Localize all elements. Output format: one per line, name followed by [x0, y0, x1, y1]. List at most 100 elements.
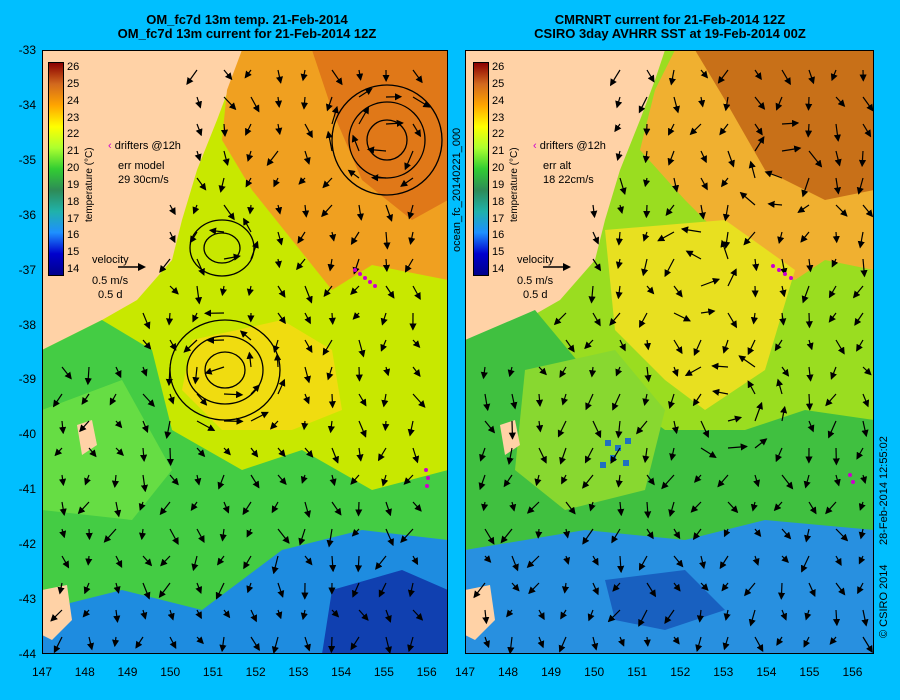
velocity-arrow — [81, 393, 90, 405]
velocity-arrow — [407, 636, 415, 653]
velocity-arrow — [858, 501, 866, 511]
velocity-arrow — [246, 528, 254, 538]
velocity-arrow — [169, 204, 176, 216]
velocity-arrow — [304, 339, 313, 354]
right-lon-tick-label: 153 — [713, 665, 734, 679]
left-map-panel[interactable] — [42, 50, 448, 654]
velocity-arrow — [692, 393, 702, 407]
velocity-arrow — [304, 123, 313, 139]
velocity-arrow — [52, 393, 63, 408]
velocity-arrow — [384, 636, 392, 654]
velocity-arrow — [722, 339, 730, 354]
velocity-arrow — [700, 177, 708, 191]
velocity-arrow — [619, 177, 627, 196]
right-lon-tick-label: 152 — [670, 665, 691, 679]
right-lon-tick-label: 155 — [799, 665, 820, 679]
velocity-arrow — [615, 150, 623, 161]
velocity-arrow — [358, 106, 369, 125]
velocity-arrow — [592, 582, 599, 596]
velocity-arrow — [646, 285, 655, 295]
velocity-arrow — [223, 390, 244, 399]
velocity-arrow — [239, 330, 252, 341]
velocity-arrow — [300, 474, 308, 484]
velocity-arrow — [250, 411, 269, 422]
velocity-arrow — [754, 96, 766, 110]
velocity-arrow — [243, 217, 252, 233]
velocity-arrow — [721, 582, 729, 592]
velocity-arrow — [754, 69, 762, 81]
velocity-arrow — [223, 204, 235, 221]
velocity-arrow — [775, 96, 783, 111]
velocity-arrow — [829, 636, 837, 645]
velocity-arrow — [195, 123, 203, 137]
left-lon-tick-label: 149 — [117, 665, 138, 679]
velocity-arrow — [403, 474, 414, 485]
velocity-arrow — [661, 474, 675, 490]
velocity-arrow — [377, 447, 387, 462]
velocity-arrow — [717, 69, 729, 84]
colorbar-tick-label: 18 — [67, 195, 80, 208]
velocity-arrow — [138, 528, 147, 541]
velocity-arrow — [644, 501, 652, 519]
drifter-icon: ‹ — [533, 140, 537, 152]
velocity-arrow — [830, 366, 837, 380]
velocity-arrow — [833, 474, 841, 487]
velocity-arrow — [246, 285, 254, 297]
velocity-arrow — [483, 555, 492, 563]
velocity-arrow — [354, 555, 363, 573]
velocity-arrow — [781, 366, 790, 377]
velocity-arrow — [206, 336, 225, 344]
colorbar-tick-label: 20 — [67, 162, 80, 174]
colorbar-tick-label: 24 — [492, 94, 505, 107]
left-lon-tick-label: 150 — [160, 665, 181, 679]
velocity-arrow — [380, 339, 388, 352]
velocity-arrow — [411, 555, 419, 566]
lat-tick-label: -44 — [18, 647, 36, 661]
velocity-arrow — [695, 636, 703, 653]
velocity-arrow — [832, 231, 840, 244]
left-lon-tick-label: 147 — [31, 665, 53, 679]
left-map — [42, 50, 448, 654]
velocity-arrow — [196, 528, 205, 544]
velocity-arrow — [612, 393, 621, 411]
velocity-arrow — [480, 366, 488, 380]
left-title: OM_fc7d 13m temp. 21-Feb-2014 OM_fc7d 13… — [42, 13, 452, 41]
right-map-panel[interactable] — [465, 50, 874, 654]
colorbar-tick-label: 22 — [492, 128, 505, 141]
velocity-arrow — [858, 555, 866, 565]
lat-tick-label: -35 — [18, 152, 36, 167]
left-drifters-legend: ‹ drifters @12h — [108, 140, 181, 152]
velocity-arrow — [805, 312, 813, 329]
velocity-arrow — [303, 150, 311, 165]
velocity-arrow — [615, 474, 623, 488]
velocity-arrow — [775, 447, 783, 463]
velocity-arrow — [562, 528, 571, 539]
velocity-arrow — [142, 582, 151, 600]
velocity-arrow — [860, 258, 868, 278]
velocity-arrow — [250, 474, 260, 489]
velocity-arrow — [223, 69, 233, 81]
colorbar-tick-label: 19 — [492, 178, 505, 191]
velocity-arrow — [727, 501, 739, 514]
velocity-arrow — [835, 204, 848, 217]
right-drifters-label: drifters @12h — [539, 140, 606, 152]
velocity-arrow — [381, 393, 389, 408]
velocity-arrow — [61, 366, 72, 380]
velocity-arrow — [196, 447, 206, 458]
velocity-arrow — [587, 609, 595, 622]
velocity-arrow — [657, 231, 675, 242]
right-lon-tick-label: 147 — [454, 665, 476, 679]
right-lon-tick-label: 150 — [584, 665, 605, 679]
velocity-arrow — [329, 555, 337, 573]
velocity-arrow — [167, 393, 175, 405]
velocity-arrow — [781, 528, 792, 540]
velocity-arrow — [242, 501, 252, 516]
velocity-arrow — [482, 609, 490, 625]
colorbar-tick-label: 16 — [67, 229, 80, 242]
velocity-arrow — [331, 105, 339, 125]
velocity-arrow — [190, 501, 198, 511]
velocity-arrow — [668, 393, 675, 409]
velocity-arrow — [250, 447, 259, 458]
velocity-arrow — [366, 146, 387, 154]
velocity-arrow — [667, 150, 675, 166]
